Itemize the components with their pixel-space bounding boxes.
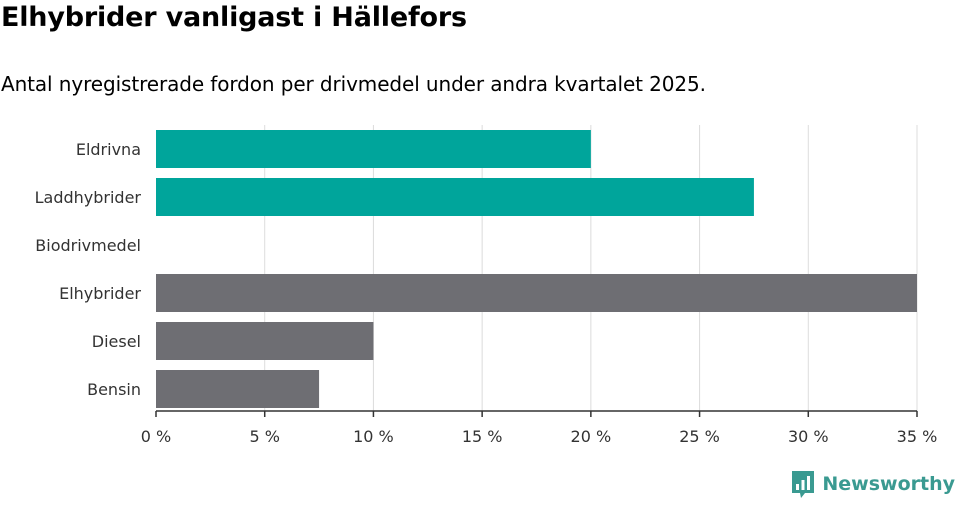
x-tick-label: 10 % — [353, 427, 394, 446]
chart-subtitle: Antal nyregistrerade fordon per drivmede… — [1, 72, 706, 96]
category-label: Biodrivmedel — [35, 236, 141, 255]
brand-logo: Newsworthy — [790, 469, 955, 499]
category-label: Eldrivna — [76, 140, 141, 159]
x-tick-label: 20 % — [571, 427, 612, 446]
category-label: Laddhybrider — [35, 188, 142, 207]
x-tick-label: 5 % — [249, 427, 279, 446]
bar — [156, 130, 591, 168]
newsworthy-logo-icon — [792, 471, 815, 498]
x-tick-label: 15 % — [462, 427, 503, 446]
category-label: Elhybrider — [59, 284, 141, 303]
bar — [156, 370, 320, 408]
x-tick-label: 25 % — [679, 427, 720, 446]
bar — [156, 274, 917, 312]
category-label: Diesel — [92, 332, 141, 351]
category-label: Bensin — [87, 380, 141, 399]
bar — [156, 322, 374, 360]
bar — [156, 178, 754, 216]
chart-title: Elhybrider vanligast i Hällefors — [1, 2, 467, 33]
x-tick-label: 0 % — [141, 427, 171, 446]
brand-name: Newsworthy — [822, 473, 955, 495]
x-tick-label: 30 % — [788, 427, 829, 446]
x-tick-label: 35 % — [897, 427, 938, 446]
